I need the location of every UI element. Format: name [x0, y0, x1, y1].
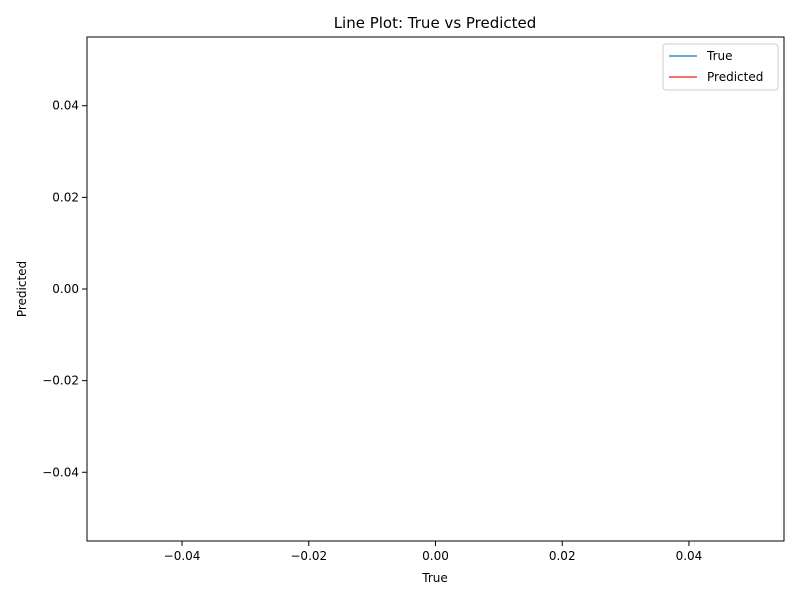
legend: True Predicted [662, 43, 779, 91]
x-tick-label: 0.02 [549, 549, 576, 563]
y-tick-label: 0.02 [52, 190, 79, 204]
x-tick-label: −0.04 [164, 549, 201, 563]
x-tick-label: 0.00 [422, 549, 449, 563]
legend-label-predicted: Predicted [707, 70, 763, 84]
x-tick-label: −0.02 [290, 549, 327, 563]
y-tick-label: 0.04 [52, 99, 79, 113]
x-axis-ticks: −0.04 −0.02 0.00 0.02 0.04 [164, 541, 703, 563]
y-tick-label: −0.02 [42, 374, 79, 388]
x-axis-label: True [421, 571, 448, 585]
y-axis-label: Predicted [15, 261, 29, 317]
y-axis-ticks: −0.04 −0.02 0.00 0.02 0.04 [42, 99, 87, 479]
y-tick-label: 0.00 [52, 282, 79, 296]
x-tick-label: 0.04 [676, 549, 703, 563]
legend-label-true: True [706, 49, 733, 63]
y-tick-label: −0.04 [42, 465, 79, 479]
chart-title: Line Plot: True vs Predicted [334, 14, 537, 32]
